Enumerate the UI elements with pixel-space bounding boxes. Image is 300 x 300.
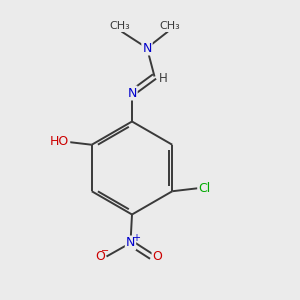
Text: CH₃: CH₃ xyxy=(110,21,130,31)
Text: O: O xyxy=(153,250,162,263)
Text: −: − xyxy=(101,246,110,256)
Text: O: O xyxy=(95,250,105,263)
Text: N: N xyxy=(126,236,135,250)
Text: H: H xyxy=(158,71,167,85)
Text: +: + xyxy=(132,232,140,243)
Text: CH₃: CH₃ xyxy=(159,21,180,31)
Text: N: N xyxy=(142,41,152,55)
Text: HO: HO xyxy=(50,135,69,148)
Text: Cl: Cl xyxy=(198,182,211,195)
Text: N: N xyxy=(127,86,137,100)
